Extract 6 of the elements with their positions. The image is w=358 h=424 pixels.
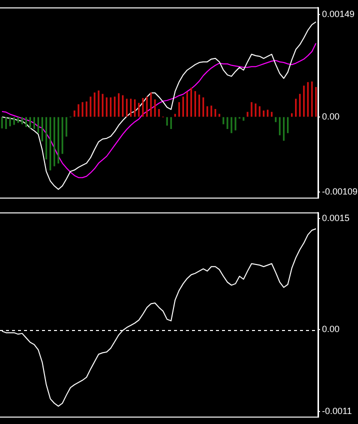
y-tick-label: 0.00149 — [322, 8, 355, 19]
y-tick-label: 0.0015 — [322, 212, 350, 223]
y-tick-label: -0.0011 — [322, 406, 352, 416]
y-tick-label: -0.00109 — [322, 186, 358, 197]
y-tick-label: 0.00 — [322, 111, 340, 122]
y-tick-label: 0.00 — [322, 324, 340, 334]
